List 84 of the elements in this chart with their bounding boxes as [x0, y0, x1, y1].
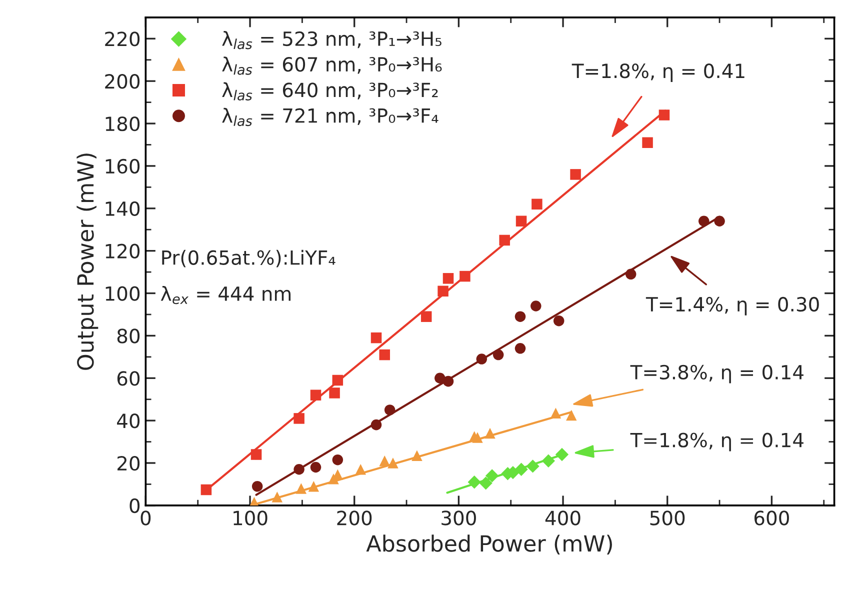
- point: [570, 169, 581, 180]
- point: [514, 343, 526, 354]
- legend-label: λ$_{las}$ = 721 nm, ³P₀→³F₄: [222, 108, 438, 126]
- point: [698, 216, 710, 226]
- point: [412, 450, 422, 461]
- x-tick-label: 0: [140, 510, 151, 526]
- point: [526, 460, 540, 473]
- annotation: Pr(0.65at.%):LiYF₄: [162, 250, 336, 268]
- point: [514, 462, 528, 476]
- point: [472, 432, 483, 443]
- point: [566, 410, 577, 421]
- point: [355, 464, 366, 475]
- annotation: T=1.8%, η = 0.14: [630, 432, 804, 452]
- y-tick-label: 180: [106, 116, 140, 132]
- x-tick-label: 400: [545, 510, 580, 526]
- point: [532, 198, 542, 210]
- annotation: λ$_{ex}$ = 444 nm: [160, 286, 291, 304]
- annotation: T=3.8%, η = 0.14: [630, 364, 804, 384]
- point: [485, 469, 499, 482]
- point: [308, 480, 320, 492]
- point: [384, 404, 396, 416]
- point: [379, 349, 390, 360]
- point: [250, 449, 262, 460]
- point: [530, 300, 542, 312]
- y-tick-label: 120: [106, 244, 140, 258]
- y-tick-label: 200: [105, 74, 140, 89]
- point: [499, 234, 510, 246]
- annotation: T=1.4%, η = 0.30: [646, 296, 819, 316]
- point: [420, 311, 432, 322]
- x-axis-title: Absorbed Power (mW): [366, 534, 612, 554]
- point: [294, 464, 304, 475]
- point: [555, 448, 569, 462]
- y-tick-label: 220: [105, 32, 140, 46]
- point: [550, 408, 562, 419]
- y-tick-label: 20: [118, 456, 140, 471]
- point: [460, 270, 470, 282]
- point: [296, 483, 307, 494]
- point: [484, 428, 496, 439]
- point: [516, 216, 527, 226]
- point: [479, 476, 492, 490]
- y-tick-label: 80: [117, 328, 140, 344]
- y-tick-label: 60: [117, 371, 140, 386]
- point: [714, 216, 725, 226]
- point: [658, 110, 670, 120]
- point: [642, 137, 653, 148]
- y-tick-label: 140: [106, 201, 140, 216]
- y-tick-label: 40: [117, 414, 140, 428]
- annotation: T=1.8%, η = 0.41: [572, 64, 744, 82]
- legend-label: λ$_{las}$ = 523 nm, ³P₁→³H₅: [222, 31, 442, 50]
- x-tick-label: 100: [234, 510, 268, 526]
- legend-label: λ$_{las}$ = 640 nm, ³P₀→³F₂: [222, 82, 438, 100]
- point: [200, 484, 212, 496]
- point: [332, 454, 344, 466]
- point: [442, 376, 454, 387]
- point: [388, 458, 398, 468]
- point: [329, 388, 340, 398]
- point: [442, 273, 454, 284]
- point: [370, 419, 382, 430]
- point: [553, 315, 564, 326]
- point: [272, 492, 283, 502]
- point: [370, 332, 382, 344]
- x-tick-label: 200: [337, 510, 372, 526]
- y-tick-label: 0: [130, 498, 140, 514]
- x-tick-label: 500: [650, 510, 685, 526]
- point: [310, 462, 322, 473]
- x-tick-label: 600: [754, 510, 789, 526]
- point: [492, 349, 504, 360]
- point: [514, 311, 526, 322]
- legend-label: λ$_{las}$ = 607 nm, ³P₀→³H₆: [222, 56, 442, 75]
- point: [434, 372, 446, 384]
- y-axis-title: Output Power (mW): [76, 154, 98, 370]
- point: [468, 476, 481, 489]
- y-tick-label: 160: [106, 158, 140, 174]
- point: [625, 268, 636, 280]
- y-tick-label: 100: [106, 286, 140, 301]
- x-tick-label: 300: [442, 510, 476, 526]
- point: [379, 456, 390, 466]
- point: [294, 413, 304, 424]
- point: [542, 454, 556, 468]
- point: [438, 286, 448, 297]
- point: [332, 374, 344, 386]
- point: [252, 480, 263, 492]
- point: [310, 390, 322, 400]
- point: [476, 354, 488, 364]
